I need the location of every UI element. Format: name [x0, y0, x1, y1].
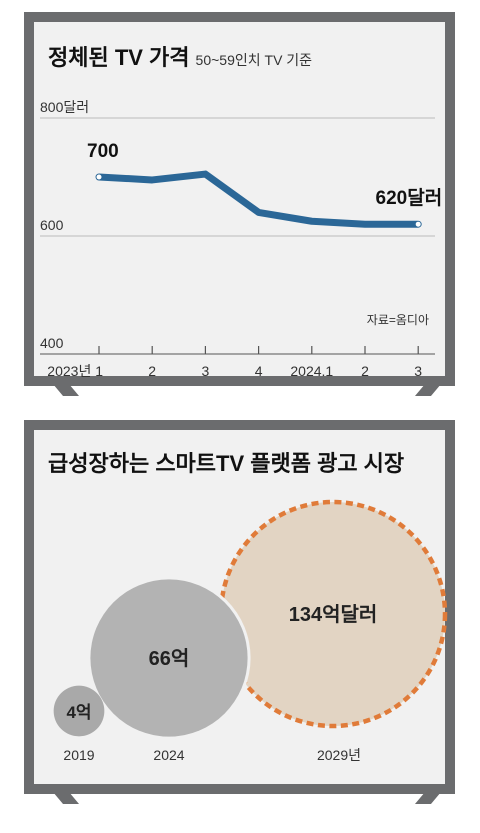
source-label: 자료=옴디아: [367, 313, 429, 327]
bubble-year-label: 2019: [63, 747, 94, 763]
x-tick-label: 3: [202, 363, 210, 379]
series-point-marker: [96, 174, 102, 180]
annotation-last-value: 620달러: [376, 187, 443, 209]
tv-frame-bottom: 급성장하는 스마트TV 플랫폼 광고 시장 4억 66억 134억달러 2019 202…: [24, 420, 455, 794]
line-chart-panel: 정체된 TV 가격 50~59인치 TV 기준 800달러 600 400 2023년 …: [34, 22, 445, 379]
y-tick-label: 400: [40, 335, 64, 351]
x-tick-label: 2: [148, 363, 156, 379]
x-tick-label: 2: [361, 363, 369, 379]
x-tick-label: 2023년 1: [47, 363, 103, 379]
bubble-value-label: 134억달러: [289, 603, 378, 626]
x-tick-label: 3: [414, 363, 422, 379]
bubble-chart-panel: 급성장하는 스마트TV 플랫폼 광고 시장 4억 66억 134억달러 2019 202…: [34, 430, 448, 784]
x-tick-label: 2024.1: [290, 363, 333, 379]
line-chart-title: 정체된 TV 가격: [48, 45, 190, 70]
bubble-2024: [90, 579, 248, 737]
x-tick-label: 4: [255, 363, 263, 379]
bubble-value-label: 66억: [149, 647, 190, 670]
tv-frame-top: 정체된 TV 가격 50~59인치 TV 기준 800달러 600 400 2023년 …: [24, 12, 455, 386]
bubble-year-label: 2024: [153, 747, 184, 763]
line-chart-title-row: 정체된 TV 가격 50~59인치 TV 기준: [48, 40, 312, 72]
line-chart: 800달러 600 400 2023년 1 2 3 4 2024.1 2 3 700 620달러자료=…: [40, 99, 443, 379]
y-tick-label: 600: [40, 217, 64, 233]
bubble-value-label: 4억: [66, 703, 91, 722]
annotation-first-value: 700: [87, 141, 119, 162]
bubble-chart: 4억 66억 134억달러 2019 2024 2029년: [53, 499, 448, 763]
line-chart-subtitle: 50~59인치 TV 기준: [195, 52, 313, 68]
bubble-year-label: 2029년: [317, 747, 361, 763]
bubble-chart-title: 급성장하는 스마트TV 플랫폼 광고 시장: [48, 451, 405, 476]
y-tick-label: 800달러: [40, 99, 89, 115]
series-line: [95, 170, 422, 228]
bubble-2019: [53, 685, 105, 737]
series-point-marker: [415, 221, 421, 227]
